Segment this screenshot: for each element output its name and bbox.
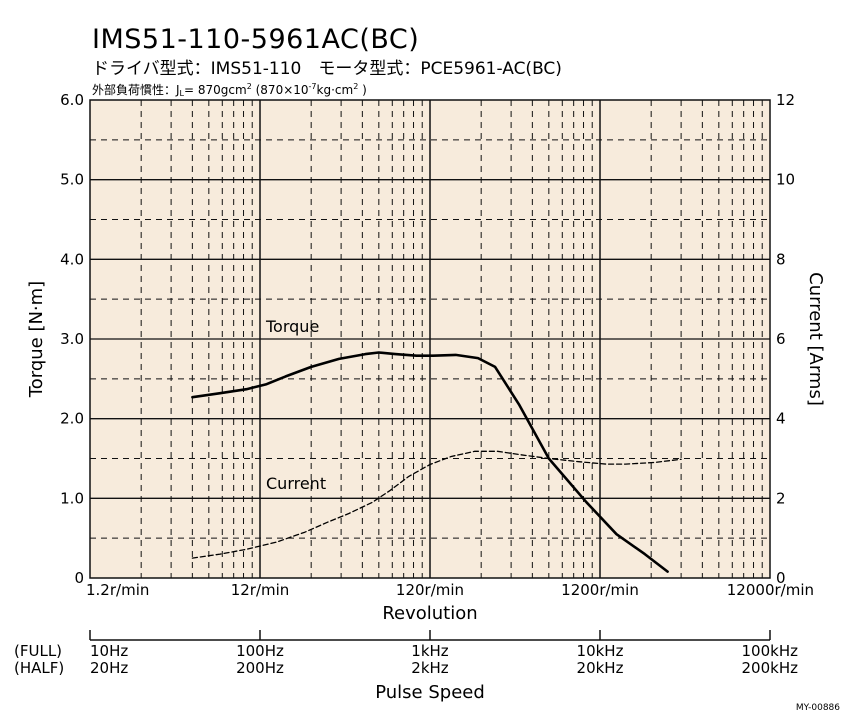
y-tick-label-left: 5.0 (60, 171, 84, 189)
y-axis-right-title: Current [Arms] (805, 272, 826, 406)
pulse-label-half: 200kHz (742, 659, 799, 677)
pulse-row-full-label: (FULL) (14, 642, 62, 660)
figure-code: MY-00886 (796, 703, 840, 713)
y-tick-label-left: 3.0 (60, 330, 84, 348)
pulse-label-half: 200Hz (236, 659, 284, 677)
pulse-label-full: 1kHz (411, 642, 449, 660)
series-line-current (191, 450, 682, 559)
series-label-current: Current (266, 474, 326, 493)
y-tick-label-left: 0 (74, 569, 84, 587)
pulse-row-half-label: (HALF) (14, 659, 64, 677)
pulse-label-full: 100kHz (742, 642, 799, 660)
y-tick-label-right: 2 (776, 489, 786, 507)
plot-frame (89, 99, 771, 579)
pulse-label-half: 20Hz (90, 659, 128, 677)
pulse-label-full: 10kHz (577, 642, 624, 660)
y-axis-left-title: Torque [N·m] (26, 281, 47, 398)
y-tick-label-left: 1.0 (60, 489, 84, 507)
x-tick-label: 1.2r/min (86, 581, 149, 599)
y-tick-label-left: 2.0 (60, 410, 84, 428)
y-tick-label-right: 6 (776, 330, 786, 348)
y-tick-label-right: 8 (776, 250, 786, 268)
x-tick-label: 1200r/min (561, 581, 639, 599)
x-tick-label: 12000r/min (727, 581, 814, 599)
pulse-label-full: 100Hz (236, 642, 284, 660)
chart-title: IMS51-110-5961AC(BC) (92, 24, 419, 55)
x-tick-label: 12r/min (231, 581, 290, 599)
pulse-label-full: 10Hz (90, 642, 128, 660)
pulse-speed-title: Pulse Speed (375, 682, 485, 703)
y-axis-left: 0 1.0 2.0 3.0 4.0 5.0 6.0 (60, 91, 84, 587)
y-tick-label-right: 4 (776, 410, 786, 428)
pulse-label-half: 20kHz (577, 659, 624, 677)
load-inertia-note: 外部負荷慣性：JL= 870gcm2 (870×10-7kg·cm2 ) (92, 82, 367, 98)
x-axis: 1.2r/min 12r/min 120r/min 1200r/min 12000r/m… (86, 581, 814, 599)
y-axis-right: 0 2 4 6 8 10 12 (776, 91, 795, 587)
y-tick-label-right: 0 (776, 569, 786, 587)
y-tick-label-left: 6.0 (60, 91, 84, 109)
series-label-torque: Torque (265, 317, 319, 336)
y-tick-label-left: 4.0 (60, 250, 84, 268)
pulse-label-half: 2kHz (411, 659, 449, 677)
x-axis-title: Revolution (382, 603, 477, 624)
y-tick-label-right: 12 (776, 91, 795, 109)
x-tick-label: 120r/min (396, 581, 464, 599)
chart-subtitle: ドライバ型式：IMS51-110 モータ型式：PCE5961-AC(BC) (92, 59, 562, 79)
grid (90, 100, 770, 578)
y-tick-label-right: 10 (776, 171, 795, 189)
series-layer (191, 351, 682, 573)
series-line-torque (191, 351, 669, 573)
